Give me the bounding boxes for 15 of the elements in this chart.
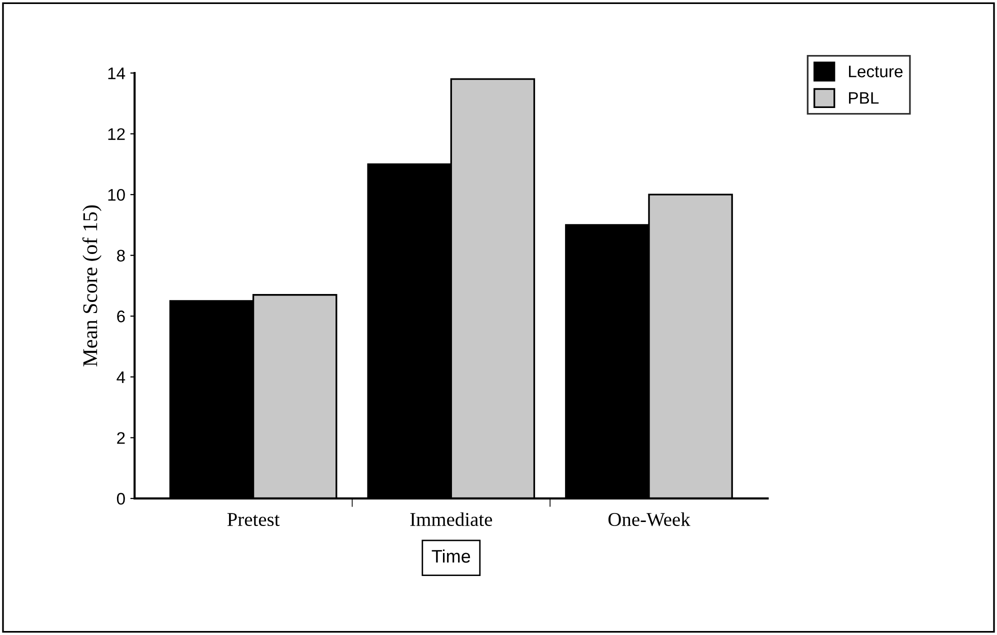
y-tick-label: 8	[117, 250, 125, 262]
x-tick-label: Pretest	[227, 513, 280, 526]
y-tick-label: 14	[108, 68, 126, 80]
x-tick-label: Immediate	[410, 512, 492, 526]
x-tick-label: One-Week	[608, 512, 690, 526]
y-tick-label: 0	[116, 492, 125, 505]
y-tick-label: 12	[108, 128, 125, 140]
legend-label: PBL	[849, 92, 879, 104]
y-tick-label: 10	[108, 188, 125, 201]
y-tick-label: 4	[116, 371, 126, 383]
y-tick-label: 2	[117, 432, 125, 444]
y-axis-title: Mean Score (of 15)	[82, 205, 102, 366]
x-axis-title: Time	[432, 549, 470, 563]
legend-label: Lecture	[849, 66, 903, 78]
y-tick-label: 6	[117, 310, 125, 322]
